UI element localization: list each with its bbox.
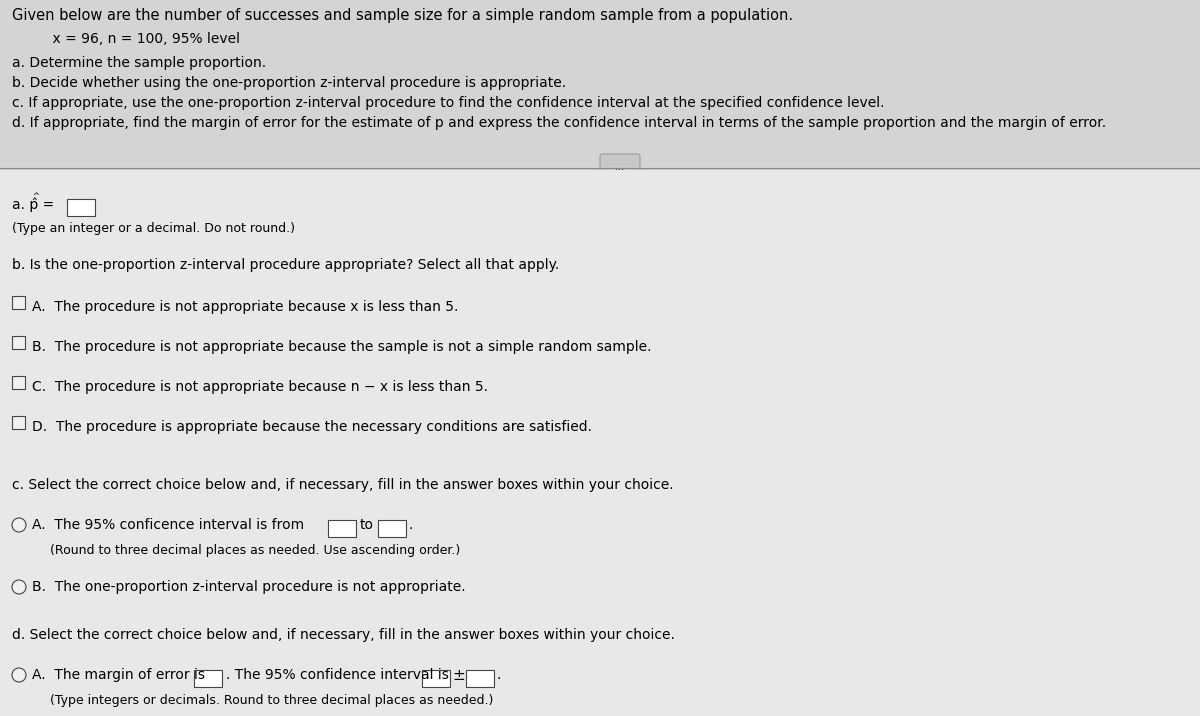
Bar bbox=[67, 199, 95, 216]
Bar bbox=[422, 670, 450, 687]
Text: (Type integers or decimals. Round to three decimal places as needed.): (Type integers or decimals. Round to thr… bbox=[50, 694, 493, 707]
Text: to: to bbox=[360, 518, 374, 532]
Circle shape bbox=[12, 668, 26, 682]
Text: A.  The procedure is not appropriate because x is less than 5.: A. The procedure is not appropriate beca… bbox=[32, 300, 458, 314]
Bar bbox=[12, 296, 25, 309]
Text: Given below are the number of successes and sample size for a simple random samp: Given below are the number of successes … bbox=[12, 8, 793, 23]
Text: (Round to three decimal places as needed. Use ascending order.): (Round to three decimal places as needed… bbox=[50, 544, 461, 557]
Text: b. Decide whether using the one-proportion z-interval procedure is appropriate.: b. Decide whether using the one-proporti… bbox=[12, 76, 566, 90]
FancyBboxPatch shape bbox=[600, 154, 640, 174]
Text: a. Determine the sample proportion.: a. Determine the sample proportion. bbox=[12, 56, 266, 70]
Text: x = 96, n = 100, 95% level: x = 96, n = 100, 95% level bbox=[35, 32, 240, 46]
Text: C.  The procedure is not appropriate because n − x is less than 5.: C. The procedure is not appropriate beca… bbox=[32, 380, 488, 394]
Text: ±: ± bbox=[452, 668, 464, 683]
Bar bbox=[466, 670, 494, 687]
Text: d. Select the correct choice below and, if necessary, fill in the answer boxes w: d. Select the correct choice below and, … bbox=[12, 628, 674, 642]
Bar bbox=[194, 670, 222, 687]
Bar bbox=[0, 0, 1200, 168]
Text: .: . bbox=[408, 518, 413, 532]
Text: .: . bbox=[496, 668, 500, 682]
Bar bbox=[378, 520, 406, 537]
Bar bbox=[12, 336, 25, 349]
Text: d. If appropriate, find the margin of error for the estimate of p and express th: d. If appropriate, find the margin of er… bbox=[12, 116, 1106, 130]
Circle shape bbox=[12, 518, 26, 532]
Text: ...: ... bbox=[616, 162, 624, 172]
Text: ^: ^ bbox=[32, 192, 38, 201]
Text: a. p̂ =: a. p̂ = bbox=[12, 198, 54, 213]
Text: . The 95% confidence interval is: . The 95% confidence interval is bbox=[226, 668, 449, 682]
Circle shape bbox=[12, 580, 26, 594]
Text: b. Is the one-proportion z-interval procedure appropriate? Select all that apply: b. Is the one-proportion z-interval proc… bbox=[12, 258, 559, 272]
Text: B.  The procedure is not appropriate because the sample is not a simple random s: B. The procedure is not appropriate beca… bbox=[32, 340, 652, 354]
Text: B.  The one-proportion z-interval procedure is not appropriate.: B. The one-proportion z-interval procedu… bbox=[32, 580, 466, 594]
Bar bbox=[328, 520, 356, 537]
Bar bbox=[12, 375, 25, 389]
Text: D.  The procedure is appropriate because the necessary conditions are satisfied.: D. The procedure is appropriate because … bbox=[32, 420, 592, 434]
Text: A.  The 95% conficence interval is from: A. The 95% conficence interval is from bbox=[32, 518, 304, 532]
Bar bbox=[0, 170, 1200, 716]
Text: c. If appropriate, use the one-proportion z-interval procedure to find the confi: c. If appropriate, use the one-proportio… bbox=[12, 96, 884, 110]
Text: A.  The margin of error is: A. The margin of error is bbox=[32, 668, 205, 682]
Text: (Type an integer or a decimal. Do not round.): (Type an integer or a decimal. Do not ro… bbox=[12, 222, 295, 235]
Bar bbox=[12, 415, 25, 428]
Text: c. Select the correct choice below and, if necessary, fill in the answer boxes w: c. Select the correct choice below and, … bbox=[12, 478, 673, 492]
